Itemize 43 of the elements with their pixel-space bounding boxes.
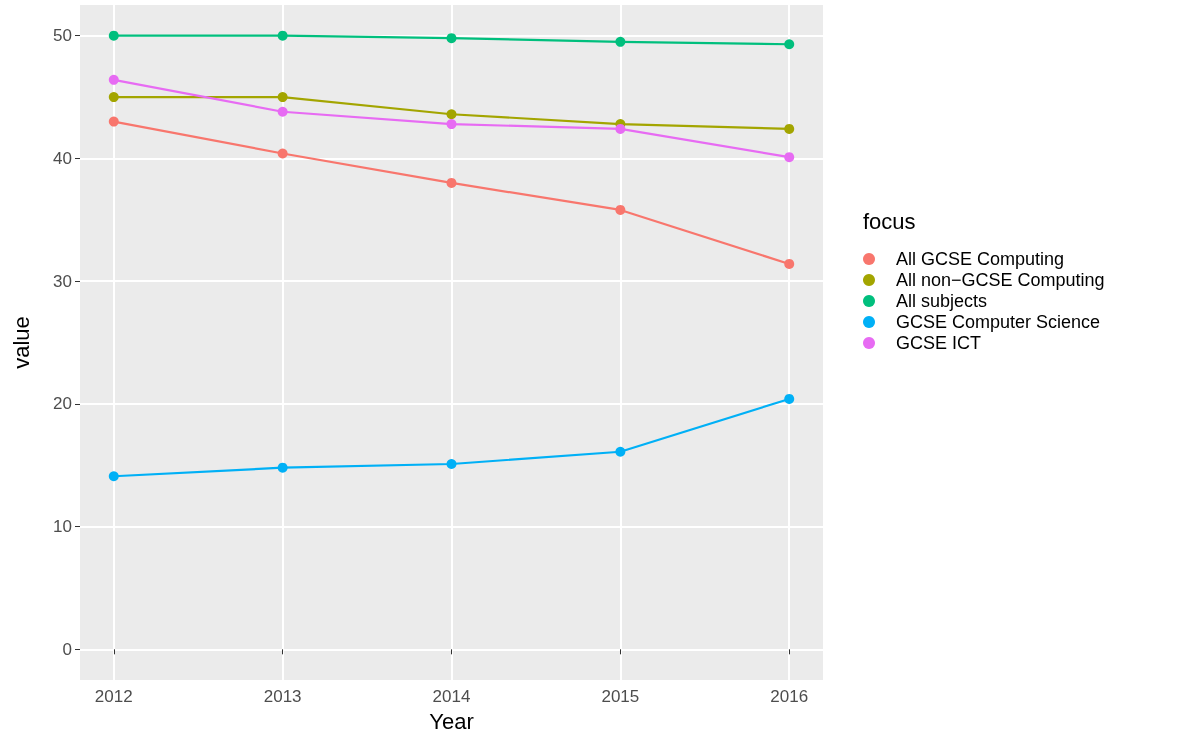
point: [108, 92, 119, 103]
point: [615, 36, 626, 47]
y-tick-label: 10: [53, 517, 72, 537]
point: [108, 74, 119, 85]
y-tick-label: 0: [62, 639, 72, 659]
legend-label: GCSE ICT: [896, 333, 982, 353]
point: [108, 116, 119, 127]
point: [277, 106, 288, 117]
point: [277, 92, 288, 103]
point: [615, 446, 626, 457]
point: [446, 459, 457, 469]
point: [784, 393, 795, 404]
legend-label: All subjects: [896, 291, 988, 311]
x-tick-label: 2014: [432, 687, 471, 706]
legend-title: focus: [863, 208, 916, 234]
y-tick-label: 30: [53, 271, 72, 291]
point: [108, 30, 119, 41]
point: [446, 33, 457, 44]
legend-label: GCSE Computer Science: [896, 312, 1101, 332]
x-tick-label: 2016: [770, 687, 809, 706]
point: [277, 30, 288, 41]
x-tick-label: 2012: [94, 687, 133, 706]
point: [446, 177, 457, 188]
y-tick-label: 40: [53, 148, 72, 168]
x-tick-label: 2013: [263, 687, 302, 706]
point: [446, 109, 457, 120]
point: [784, 258, 795, 269]
y-tick-label: 20: [53, 394, 72, 414]
point: [784, 152, 795, 163]
point: [108, 471, 119, 482]
legend-label: All GCSE Computing: [896, 249, 1065, 269]
y-axis-title: value: [8, 316, 34, 369]
point: [277, 148, 288, 159]
point: [615, 204, 626, 215]
y-tick-label: 50: [53, 26, 72, 46]
x-tick-label: 2015: [601, 687, 640, 706]
legend-label: All non−GCSE Computing: [896, 270, 1105, 290]
point: [277, 462, 288, 473]
point: [784, 123, 795, 134]
x-axis-title: Year: [429, 708, 474, 734]
point: [784, 39, 795, 50]
point: [615, 123, 626, 134]
point: [446, 119, 457, 130]
